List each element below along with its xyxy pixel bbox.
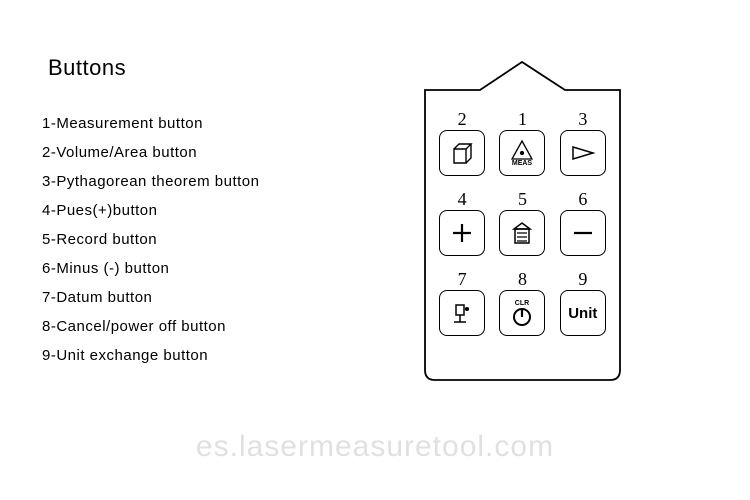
key-number: 9 (578, 270, 587, 288)
legend-item: 3-Pythagorean theorem button (42, 173, 259, 190)
legend-item: 4-Pues(+)button (42, 202, 259, 219)
key-number: 2 (458, 110, 467, 128)
key-number: 5 (518, 190, 527, 208)
key-measurement[interactable]: 1 MEAS (497, 110, 547, 176)
device-panel: 2 1 MEAS (415, 50, 630, 385)
legend-item: 9-Unit exchange button (42, 347, 259, 364)
legend-item: 6-Minus (-) button (42, 260, 259, 277)
minus-icon (560, 210, 606, 256)
legend-list: 1-Measurement button 2-Volume/Area butto… (42, 115, 259, 364)
key-number: 6 (578, 190, 587, 208)
legend-item: 7-Datum button (42, 289, 259, 306)
legend-item: 8-Cancel/power off button (42, 318, 259, 335)
key-cancel-power[interactable]: 8 CLR (497, 270, 547, 336)
key-volume-area[interactable]: 2 (437, 110, 487, 176)
triangle-icon (560, 130, 606, 176)
key-number: 7 (458, 270, 467, 288)
meas-icon: MEAS (499, 130, 545, 176)
page-title: Buttons (48, 55, 126, 81)
key-plus[interactable]: 4 (437, 190, 487, 256)
key-datum[interactable]: 7 (437, 270, 487, 336)
cube-icon (439, 130, 485, 176)
key-number: 8 (518, 270, 527, 288)
key-record[interactable]: 5 (497, 190, 547, 256)
svg-text:MEAS: MEAS (512, 160, 533, 167)
plus-icon (439, 210, 485, 256)
datum-icon (439, 290, 485, 336)
svg-text:CLR: CLR (515, 300, 529, 307)
key-minus[interactable]: 6 (558, 190, 608, 256)
unit-icon: Unit (560, 290, 606, 336)
legend-item: 5-Record button (42, 231, 259, 248)
legend-item: 2-Volume/Area button (42, 144, 259, 161)
key-number: 3 (578, 110, 587, 128)
record-icon (499, 210, 545, 256)
key-number: 4 (458, 190, 467, 208)
power-icon: CLR (499, 290, 545, 336)
key-pythagorean[interactable]: 3 (558, 110, 608, 176)
key-number: 1 (518, 110, 527, 128)
key-unit[interactable]: 9 Unit (558, 270, 608, 336)
keypad-grid: 2 1 MEAS (437, 110, 608, 336)
watermark-text: es.lasermeasuretool.com (196, 430, 554, 464)
legend-item: 1-Measurement button (42, 115, 259, 132)
